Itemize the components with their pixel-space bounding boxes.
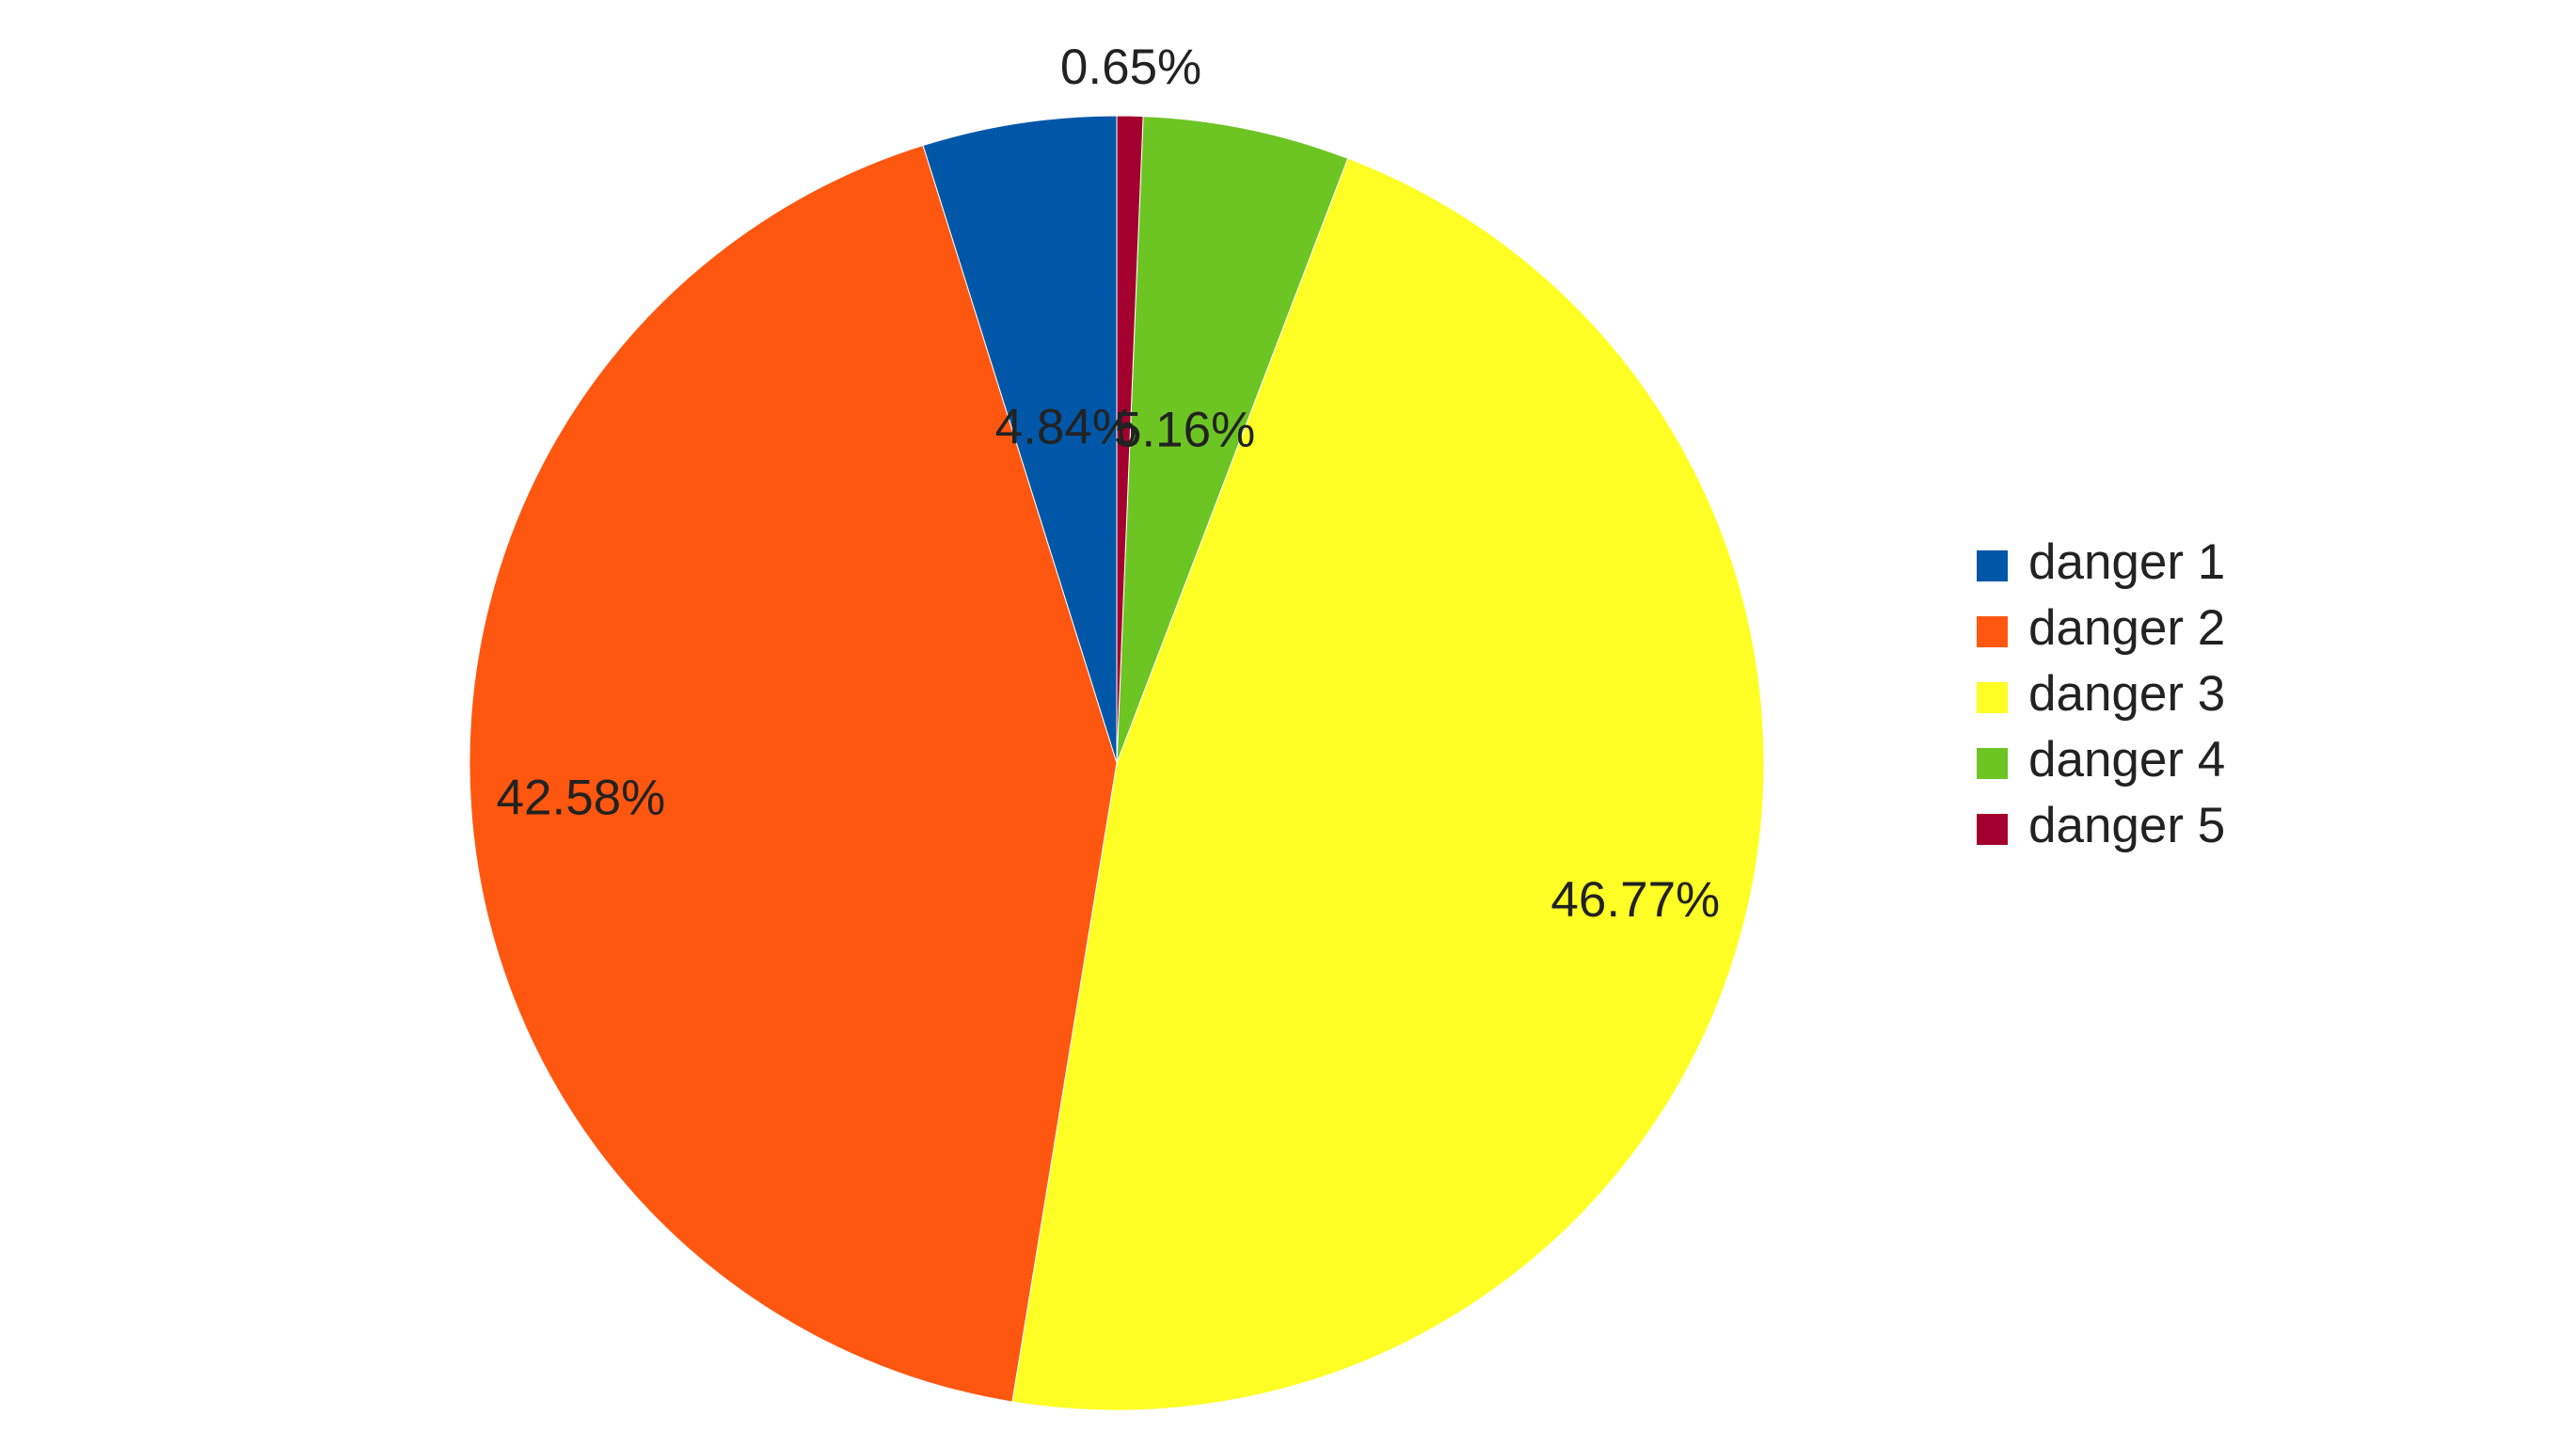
pie-slice [1011, 157, 1765, 1411]
legend-label: danger 3 [2028, 666, 2225, 722]
data-label: 5.16% [1114, 403, 1255, 458]
legend-label: danger 2 [2028, 600, 2225, 656]
legend-swatch [1977, 682, 2008, 713]
data-label: 46.77% [1550, 872, 1720, 928]
pie-slice [922, 115, 1118, 764]
legend-swatch [1977, 748, 2008, 779]
legend-label: danger 5 [2028, 798, 2225, 853]
legend-swatch [1977, 550, 2008, 581]
legend-swatch [1977, 814, 2008, 845]
legend-swatch [1977, 616, 2008, 647]
legend-label: danger 4 [2028, 732, 2225, 788]
data-label: 0.65% [1060, 40, 1201, 95]
pie-slice [1116, 116, 1349, 764]
data-label: 4.84% [995, 399, 1137, 454]
pie-slice [1116, 115, 1144, 764]
pie-slice [469, 144, 1118, 1403]
data-label: 42.58% [497, 771, 666, 826]
legend-label: danger 1 [2028, 534, 2225, 590]
